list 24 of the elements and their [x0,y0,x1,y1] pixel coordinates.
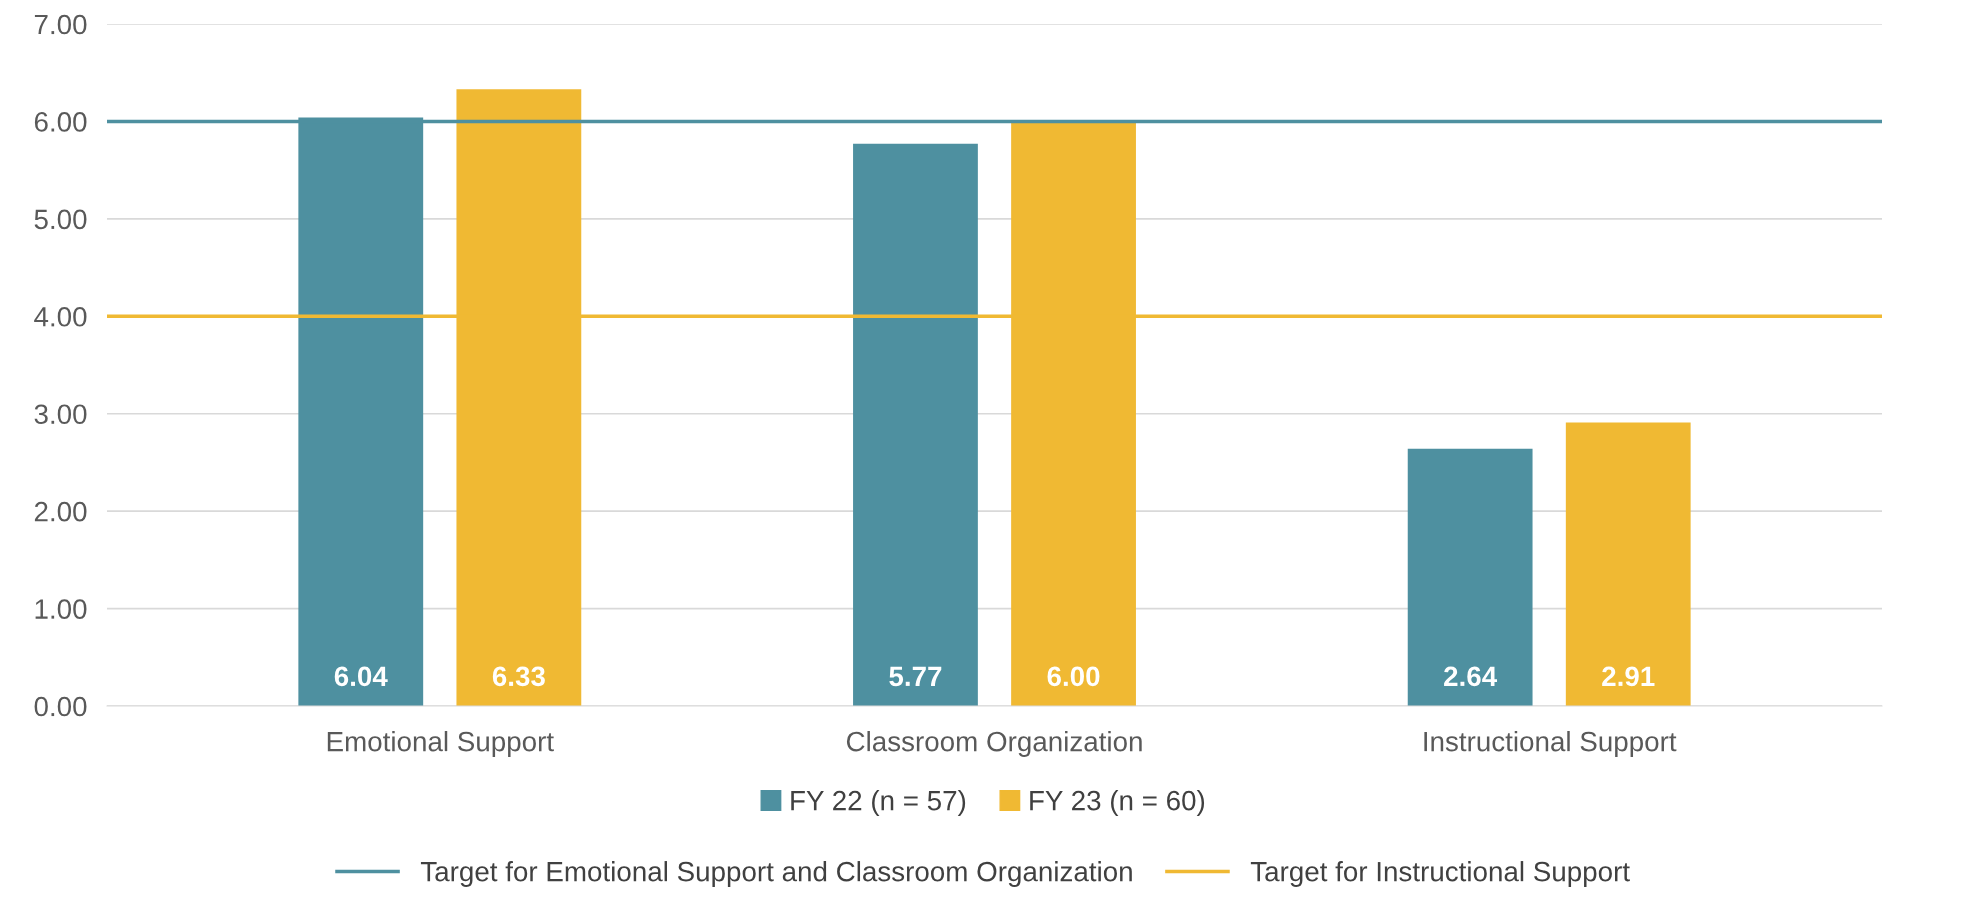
y-tick-label: 4.00 [34,306,87,327]
legend-label: FY 22 (n = 57) [791,790,966,816]
data-label: 5.77 [889,666,942,687]
legend-label: Target for Emotional Support and Classroom Organization [420,861,1132,887]
y-tick-label: 6.00 [34,112,87,132]
data-label: 6.04 [334,666,388,687]
x-tick-label: Classroom Organization [846,731,1142,757]
legend-label: Target for Instructional Support [1250,861,1630,887]
bar [1565,422,1691,706]
y-tick-label: 3.00 [34,404,87,425]
bar [1407,448,1533,706]
y-tick-label: 1.00 [35,599,87,619]
y-tick-label: 7.00 [34,14,87,35]
legend-label: FY 23 (n = 60) [1030,790,1205,816]
data-label: 6.33 [492,666,545,687]
bar [853,143,978,706]
data-label: 2.64 [1444,666,1498,687]
data-label: 6.00 [1047,666,1100,687]
y-tick-label: 0.00 [34,696,87,717]
x-tick-label: Instructional Support [1424,731,1677,757]
y-tick-label: 5.00 [34,209,87,230]
data-label: 2.91 [1602,666,1655,687]
y-tick-label: 2.00 [34,501,87,522]
x-tick-label: Emotional Support [327,731,554,757]
